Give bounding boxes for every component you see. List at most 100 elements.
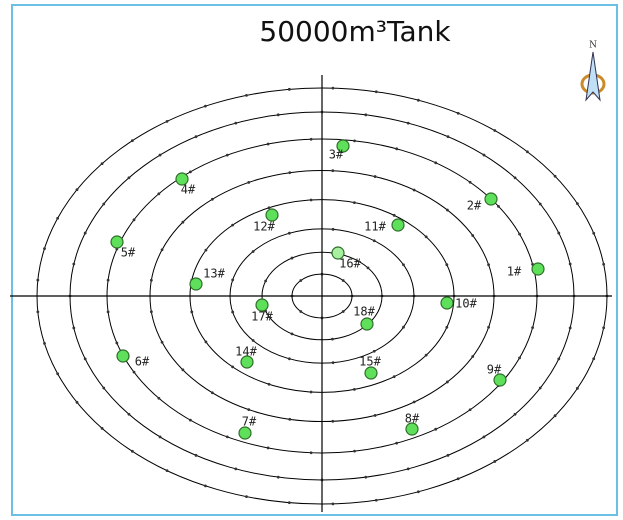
ring-dot: [538, 386, 542, 390]
ring-dot: [127, 412, 131, 416]
ring-dot: [245, 93, 248, 97]
ring-dot: [353, 139, 356, 143]
ring-dot: [288, 417, 292, 421]
ring-dot: [75, 400, 79, 404]
ring-dot: [204, 484, 207, 488]
ring-dot: [130, 139, 134, 143]
sensor-point: [331, 246, 345, 260]
ring-dot: [353, 449, 356, 453]
sensor-label: 6#: [135, 355, 150, 369]
ring-dot: [309, 137, 313, 141]
ring-dot: [468, 180, 472, 184]
sensor-point: [531, 262, 545, 276]
ring-dot: [102, 202, 106, 206]
nodes: 1# 2# 3# 4# 5# 6# 7# 8# 9# 10# 11# 12# 13# 14# 15# 16# 1…: [110, 139, 545, 440]
ring-dot: [592, 357, 596, 361]
ring-dot: [576, 386, 579, 390]
ring-dot: [341, 279, 345, 282]
ring-dot: [374, 90, 378, 94]
ring-dot: [446, 453, 450, 457]
ring-dot: [204, 340, 208, 344]
ring-dot: [434, 161, 438, 165]
ring-dot: [106, 310, 110, 314]
sensor-label: 14#: [235, 345, 257, 359]
ring-dot: [309, 390, 313, 394]
ring-dot: [331, 419, 335, 423]
ring-dot: [602, 326, 606, 330]
sensor-point: [240, 355, 254, 369]
ring-dot: [165, 119, 169, 123]
ring-dot: [43, 247, 46, 250]
ring-dot: [331, 361, 335, 365]
ring-dot: [245, 495, 248, 499]
ring-dot: [416, 490, 420, 494]
ring-dot: [149, 310, 153, 314]
ring-dot: [445, 263, 449, 267]
ring-dot: [557, 357, 561, 361]
ring-dot: [231, 278, 235, 282]
ring-dot: [553, 414, 557, 418]
ring-dot: [190, 310, 194, 314]
ring-dot: [456, 477, 460, 481]
sensor-label: 10#: [455, 297, 477, 311]
ring-dot: [115, 341, 119, 345]
ring-dot: [132, 370, 136, 374]
ring-dot: [525, 150, 529, 154]
ring-dot: [56, 216, 60, 220]
title: 50000m³Tank: [259, 15, 451, 48]
ring-dot: [424, 235, 428, 239]
ring-dot: [290, 256, 294, 260]
ring-dot: [518, 356, 521, 360]
sensor-label: 4#: [181, 183, 196, 197]
ring-dot: [471, 355, 475, 358]
ring-dot: [487, 325, 490, 329]
ring-dot: [434, 427, 438, 431]
ring-dot: [157, 396, 161, 400]
sensor-label: 7#: [242, 415, 257, 429]
sensor-point: [110, 235, 124, 249]
compass-label: N: [589, 41, 597, 51]
ring-dot: [290, 332, 294, 336]
ring-dot: [247, 408, 251, 412]
ring-dot: [102, 386, 106, 390]
ring-dot: [525, 438, 529, 442]
ring-dot: [513, 412, 517, 416]
ring-dot: [188, 418, 192, 422]
ring-dot: [493, 129, 497, 132]
ring-dot: [424, 353, 428, 357]
ring-dot: [576, 202, 579, 206]
ring-dot: [231, 223, 234, 227]
ring-dot: [299, 310, 303, 313]
ring-dot: [251, 339, 255, 342]
sensor-label: 15#: [359, 355, 381, 369]
ring-dot: [181, 368, 185, 372]
ring-dot: [210, 197, 214, 201]
ring-dot: [287, 231, 291, 235]
ring-dot: [266, 142, 270, 146]
ring-dot: [372, 239, 376, 243]
sensor-point: [405, 422, 419, 436]
ring-dot: [43, 342, 46, 345]
ring-dot: [299, 279, 303, 282]
frame: [11, 4, 618, 516]
ring-dot: [392, 213, 396, 217]
ring-dot: [309, 198, 313, 202]
ring-dot: [372, 349, 376, 353]
ring-dot: [445, 208, 449, 212]
ring-dot: [557, 231, 561, 235]
ring-dot: [331, 502, 335, 506]
ring-dot: [416, 98, 420, 102]
ring-dot: [493, 460, 497, 463]
ring-dot: [374, 498, 378, 502]
ring-dot: [75, 188, 79, 192]
ring-dot: [225, 435, 229, 439]
ring-dot: [353, 201, 356, 204]
ring-dot: [366, 266, 370, 270]
ring-dot: [364, 475, 368, 479]
ring-dot: [231, 310, 235, 314]
ring-dot: [127, 176, 131, 180]
ring-dot: [266, 446, 270, 450]
ring-dot: [446, 135, 450, 139]
ring-dot: [331, 227, 335, 231]
ring-dot: [264, 279, 268, 283]
